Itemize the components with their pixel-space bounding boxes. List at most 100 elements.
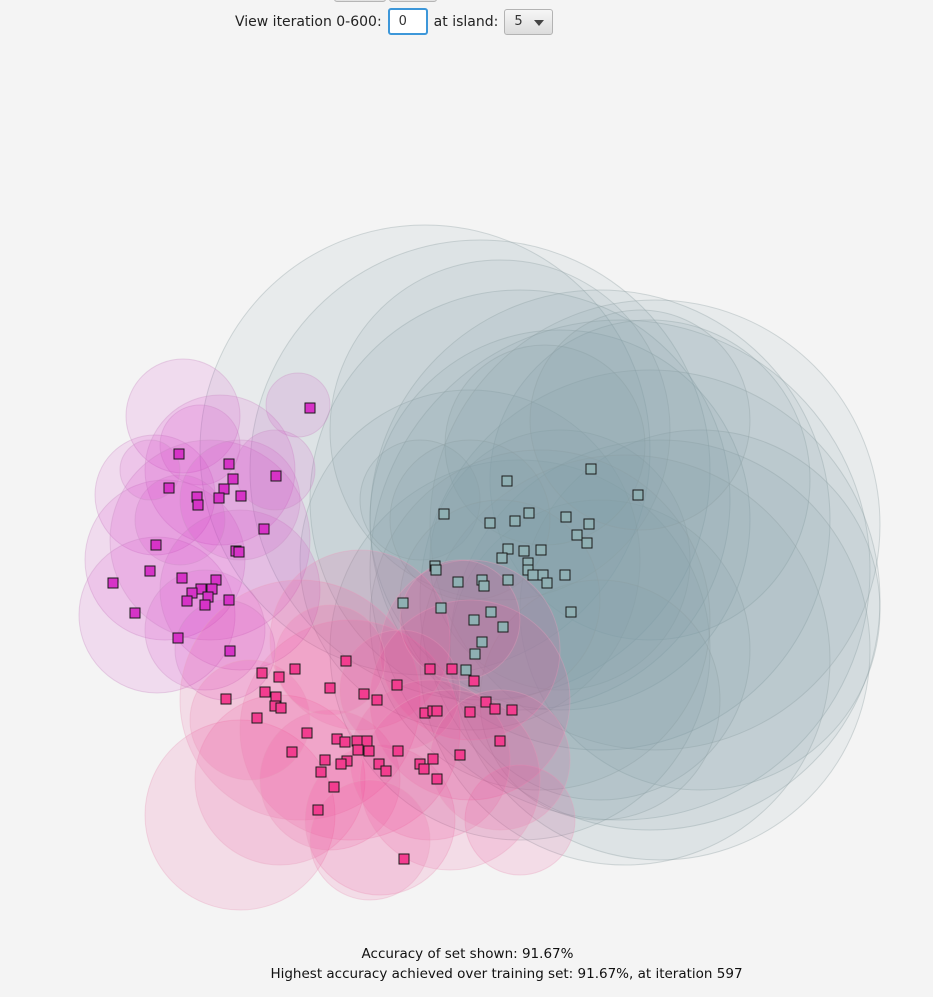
magenta-radius-circle bbox=[78, 536, 236, 694]
pink-point bbox=[489, 703, 501, 715]
radius-circles bbox=[78, 224, 881, 911]
teal-point bbox=[502, 574, 514, 586]
magenta-radius-circle bbox=[265, 372, 331, 438]
magenta-point bbox=[173, 448, 185, 460]
magenta-point bbox=[176, 572, 188, 584]
teal-point bbox=[497, 621, 509, 633]
pink-point bbox=[315, 766, 327, 778]
magenta-radius-circle bbox=[125, 358, 241, 474]
pink-radius-circle bbox=[269, 549, 451, 731]
magenta-point bbox=[181, 595, 193, 607]
teal-point bbox=[484, 517, 496, 529]
teal-radius-circle bbox=[489, 319, 811, 641]
teal-point bbox=[518, 545, 530, 557]
accuracy-shown-text: Accuracy of set shown: 91.67% bbox=[361, 946, 574, 962]
magenta-radius-circle bbox=[159, 404, 241, 486]
teal-radius-circle bbox=[429, 429, 691, 691]
pink-point bbox=[273, 671, 285, 683]
teal-radius-circle bbox=[329, 259, 671, 601]
view-controls: View iteration 0-600: at island: 5 bbox=[235, 8, 554, 35]
pink-point bbox=[380, 765, 392, 777]
pink-point bbox=[220, 693, 232, 705]
magenta-point bbox=[223, 594, 235, 606]
magenta-point bbox=[150, 539, 162, 551]
teal-point bbox=[560, 511, 572, 523]
teal-point bbox=[438, 508, 450, 520]
island-label: at island: bbox=[433, 13, 499, 30]
teal-point bbox=[581, 537, 593, 549]
pink-point bbox=[363, 745, 375, 757]
pink-radius-circle bbox=[399, 559, 521, 681]
teal-point bbox=[430, 564, 442, 576]
pink-radius-circle bbox=[359, 689, 541, 871]
pink-point bbox=[392, 745, 404, 757]
teal-point bbox=[541, 577, 553, 589]
pink-point bbox=[301, 727, 313, 739]
teal-point bbox=[527, 569, 539, 581]
magenta-radius-circle bbox=[144, 569, 266, 691]
magenta-radius-circle bbox=[109, 439, 311, 641]
magenta-point bbox=[129, 607, 141, 619]
magenta-point bbox=[258, 523, 270, 535]
island-select[interactable]: 5 bbox=[504, 8, 554, 35]
pink-point bbox=[418, 763, 430, 775]
pink-point bbox=[335, 758, 347, 770]
magenta-point bbox=[224, 645, 236, 657]
teal-point bbox=[469, 648, 481, 660]
teal-point bbox=[452, 576, 464, 588]
magenta-point bbox=[192, 499, 204, 511]
pink-point bbox=[431, 773, 443, 785]
teal-point bbox=[535, 544, 547, 556]
pink-point bbox=[494, 735, 506, 747]
pink-point bbox=[328, 781, 340, 793]
pink-point bbox=[352, 744, 364, 756]
teal-point bbox=[501, 475, 513, 487]
magenta-point bbox=[223, 458, 235, 470]
magenta-point bbox=[172, 632, 184, 644]
teal-radius-circle bbox=[369, 449, 711, 791]
teal-point bbox=[509, 515, 521, 527]
teal-radius-circle bbox=[359, 439, 481, 561]
pink-radius-circle bbox=[304, 744, 456, 896]
pink-radius-circle bbox=[144, 719, 336, 911]
teal-point bbox=[435, 602, 447, 614]
pink-point bbox=[391, 679, 403, 691]
pink-point bbox=[289, 663, 301, 675]
teal-radius-circle bbox=[199, 224, 651, 676]
chevron-down-icon bbox=[534, 19, 545, 26]
pink-point bbox=[312, 804, 324, 816]
teal-point bbox=[476, 636, 488, 648]
teal-radius-circle bbox=[249, 239, 711, 701]
pink-point bbox=[480, 696, 492, 708]
teal-point bbox=[523, 507, 535, 519]
magenta-point bbox=[227, 473, 239, 485]
teal-radius-circle bbox=[429, 299, 881, 751]
teal-radius-circle bbox=[529, 309, 751, 531]
magenta-radius-circle bbox=[144, 394, 296, 546]
teal-radius-circle bbox=[449, 439, 871, 861]
pink-radius-circle bbox=[189, 659, 311, 781]
teal-point bbox=[559, 569, 571, 581]
teal-point bbox=[583, 518, 595, 530]
teal-radius-circle bbox=[519, 429, 881, 791]
pink-radius-circle bbox=[369, 599, 571, 801]
magenta-point bbox=[107, 577, 119, 589]
magenta-point bbox=[163, 482, 175, 494]
pink-point bbox=[259, 686, 271, 698]
teal-point bbox=[468, 614, 480, 626]
pink-radius-circle bbox=[239, 619, 461, 841]
pink-point bbox=[319, 754, 331, 766]
teal-point bbox=[485, 606, 497, 618]
magenta-point bbox=[233, 546, 245, 558]
iteration-input[interactable] bbox=[387, 8, 428, 35]
pink-radius-circle bbox=[179, 579, 421, 821]
pink-point bbox=[424, 663, 436, 675]
teal-point bbox=[585, 463, 597, 475]
teal-point bbox=[502, 543, 514, 555]
magenta-point bbox=[270, 470, 282, 482]
pink-point bbox=[506, 704, 518, 716]
teal-point bbox=[478, 580, 490, 592]
iteration-label: View iteration 0-600: bbox=[235, 13, 382, 30]
teal-radius-circle bbox=[479, 579, 721, 821]
